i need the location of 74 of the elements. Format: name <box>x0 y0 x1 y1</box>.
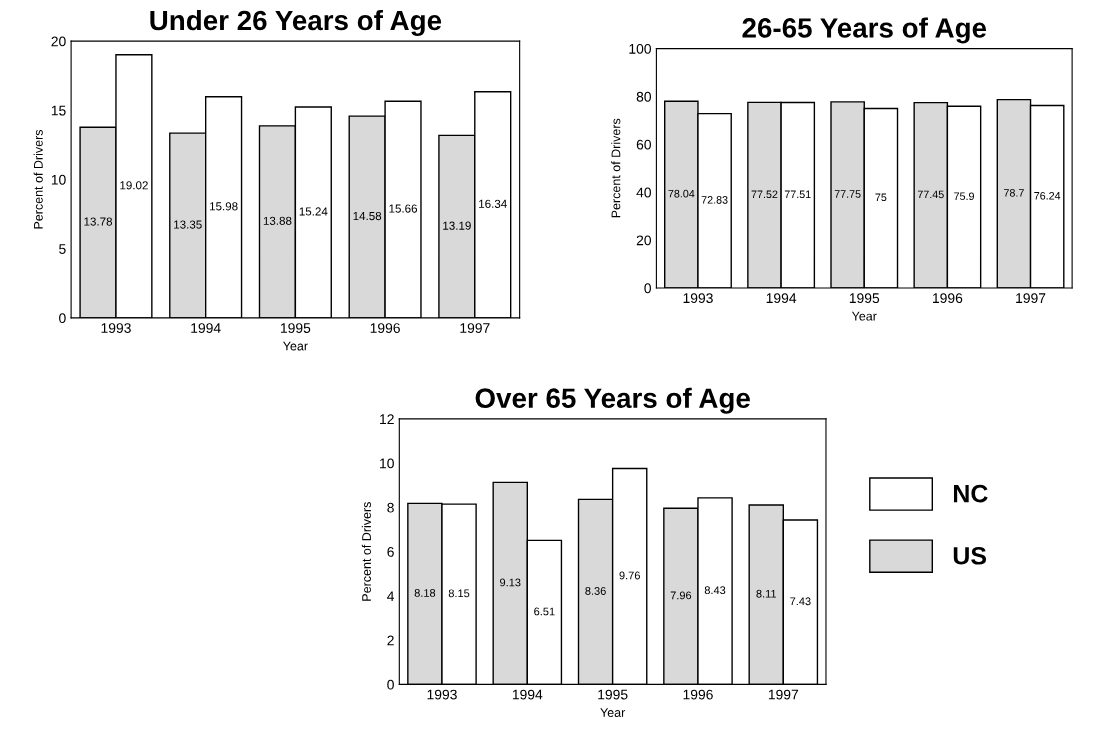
y-tick-label: 80 <box>636 91 651 102</box>
x-tick-label: 1996 <box>933 293 963 304</box>
x-tick-label: 1995 <box>598 689 628 700</box>
x-axis-title: Year <box>851 311 877 321</box>
y-tick-label: 60 <box>636 139 651 150</box>
y-tick-label: 15 <box>51 105 66 116</box>
y-tick-label: 0 <box>387 679 394 690</box>
x-tick-label: 1993 <box>683 293 713 304</box>
y-tick-label: 100 <box>629 43 651 54</box>
data-label: 7.96 <box>670 591 692 600</box>
data-label: 8.15 <box>448 589 470 598</box>
data-label: 75.9 <box>954 192 974 201</box>
data-label: 77.51 <box>784 190 811 199</box>
y-tick-label: 12 <box>380 414 394 424</box>
data-label: 75 <box>875 193 887 202</box>
data-label: 6.51 <box>534 607 555 616</box>
data-label: 8.18 <box>414 589 436 597</box>
y-tick-label: 20 <box>636 235 651 246</box>
data-label: 9.76 <box>619 571 640 580</box>
data-label: 8.36 <box>585 587 606 595</box>
data-label: 77.45 <box>917 190 944 199</box>
data-label: 77.75 <box>834 190 861 198</box>
data-label: 16.34 <box>479 199 507 208</box>
data-label: 13.35 <box>174 220 202 229</box>
data-label: 78.7 <box>1004 189 1024 197</box>
y-tick-label: 40 <box>636 187 651 198</box>
legend-label: NC <box>953 484 988 503</box>
data-label: 14.58 <box>353 211 382 221</box>
y-tick-label: 5 <box>59 244 66 254</box>
x-tick-label: 1997 <box>1016 293 1046 304</box>
y-tick-label: 6 <box>387 546 394 557</box>
y-tick-label: 2 <box>387 635 394 646</box>
data-label: 9.13 <box>500 578 521 587</box>
x-tick-label: 1996 <box>370 323 400 333</box>
x-tick-label: 1995 <box>849 293 880 304</box>
y-axis-title: Percent of Drivers <box>361 502 371 601</box>
y-tick-label: 4 <box>387 591 395 601</box>
data-label: 15.66 <box>389 204 418 213</box>
y-tick-label: 10 <box>51 174 66 185</box>
data-label: 8.43 <box>704 586 726 595</box>
data-label: 76.24 <box>1034 192 1061 200</box>
x-tick-label: 1997 <box>460 323 490 333</box>
data-label: 78.04 <box>668 189 695 198</box>
y-tick-label: 0 <box>644 283 651 294</box>
y-tick-label: 20 <box>51 36 66 47</box>
y-tick-label: 10 <box>380 458 394 469</box>
x-tick-label: 1994 <box>766 293 797 304</box>
y-tick-label: 0 <box>59 313 66 324</box>
x-tick-label: 1993 <box>427 689 457 700</box>
data-label: 13.78 <box>84 217 113 226</box>
chart-title: Under 26 Years of Age <box>150 9 442 36</box>
data-label: 7.43 <box>790 597 811 606</box>
data-label: 15.24 <box>299 207 328 216</box>
data-label: 15.98 <box>210 202 238 211</box>
x-tick-label: 1995 <box>280 323 311 333</box>
y-axis-title: Percent of Drivers <box>33 129 43 229</box>
y-tick-label: 8 <box>387 502 394 513</box>
data-label: 72.83 <box>701 196 728 204</box>
legend-label: US <box>953 546 987 565</box>
data-label: 13.88 <box>263 216 292 225</box>
data-label: 13.19 <box>443 221 471 230</box>
x-axis-title: Year <box>283 341 308 351</box>
x-axis-title: Year <box>600 708 626 717</box>
x-tick-label: 1997 <box>768 689 799 700</box>
data-label: 77.52 <box>751 190 778 199</box>
x-tick-label: 1993 <box>101 323 131 333</box>
data-label: 8.11 <box>756 589 777 598</box>
data-label: 19.02 <box>120 181 148 190</box>
chart-title: 26-65 Years of Age <box>742 17 987 44</box>
x-tick-label: 1996 <box>683 689 713 700</box>
x-tick-label: 1994 <box>191 323 221 333</box>
chart-title: Over 65 Years of Age <box>475 387 750 414</box>
y-axis-title: Percent of Drivers <box>611 118 621 218</box>
x-tick-label: 1994 <box>512 689 543 700</box>
